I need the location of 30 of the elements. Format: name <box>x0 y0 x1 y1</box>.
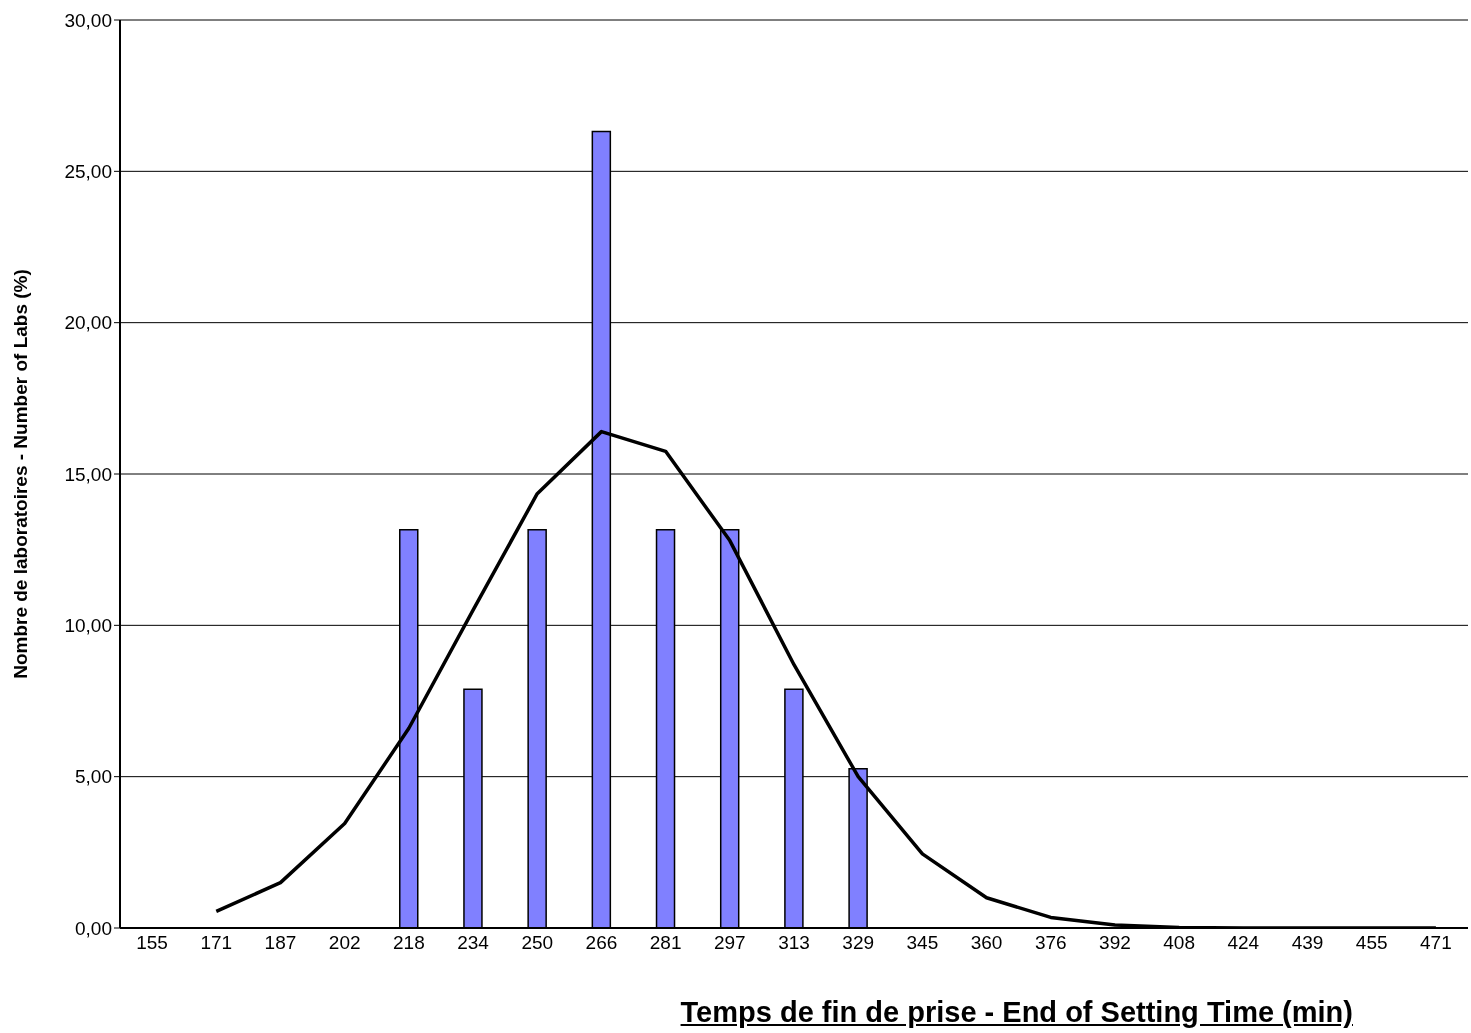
y-tick-label: 20,00 <box>64 312 112 334</box>
y-tick-label: 25,00 <box>64 161 112 183</box>
y-tick-label: 10,00 <box>64 615 112 637</box>
x-tick-label: 471 <box>1420 932 1452 954</box>
y-tick-label: 30,00 <box>64 9 112 31</box>
x-tick-label: 313 <box>778 932 810 954</box>
x-tick-label: 376 <box>1034 932 1067 954</box>
x-tick-label: 281 <box>649 932 682 954</box>
x-axis-title: Temps de fin de prise - End of Setting Time (min) <box>679 996 1354 1029</box>
x-tick-label: 424 <box>1227 932 1260 954</box>
x-tick-label: 345 <box>906 932 939 954</box>
y-axis-title: Nombre de laboratoires - Number of Labs (%) <box>9 269 31 679</box>
y-tick-label: 0,00 <box>75 917 112 939</box>
x-tick-label: 360 <box>970 932 1003 954</box>
y-tick-label: 15,00 <box>64 463 112 485</box>
x-tick-label: 297 <box>713 932 746 954</box>
x-tick-label: 171 <box>200 932 233 954</box>
x-tick-label: 155 <box>136 932 168 954</box>
x-tick-label: 392 <box>1099 932 1131 954</box>
x-tick-label: 408 <box>1163 932 1195 954</box>
y-tick-label: 5,00 <box>75 766 112 788</box>
x-tick-label: 455 <box>1355 932 1388 954</box>
x-tick-label: 187 <box>264 932 297 954</box>
x-tick-label: 234 <box>457 932 490 954</box>
x-tick-label: 202 <box>328 932 361 954</box>
x-tick-label: 329 <box>842 932 875 954</box>
x-tick-label: 266 <box>585 932 618 954</box>
x-tick-label: 439 <box>1291 932 1324 954</box>
x-tick-label: 250 <box>521 932 554 954</box>
x-tick-label: 218 <box>393 932 425 954</box>
